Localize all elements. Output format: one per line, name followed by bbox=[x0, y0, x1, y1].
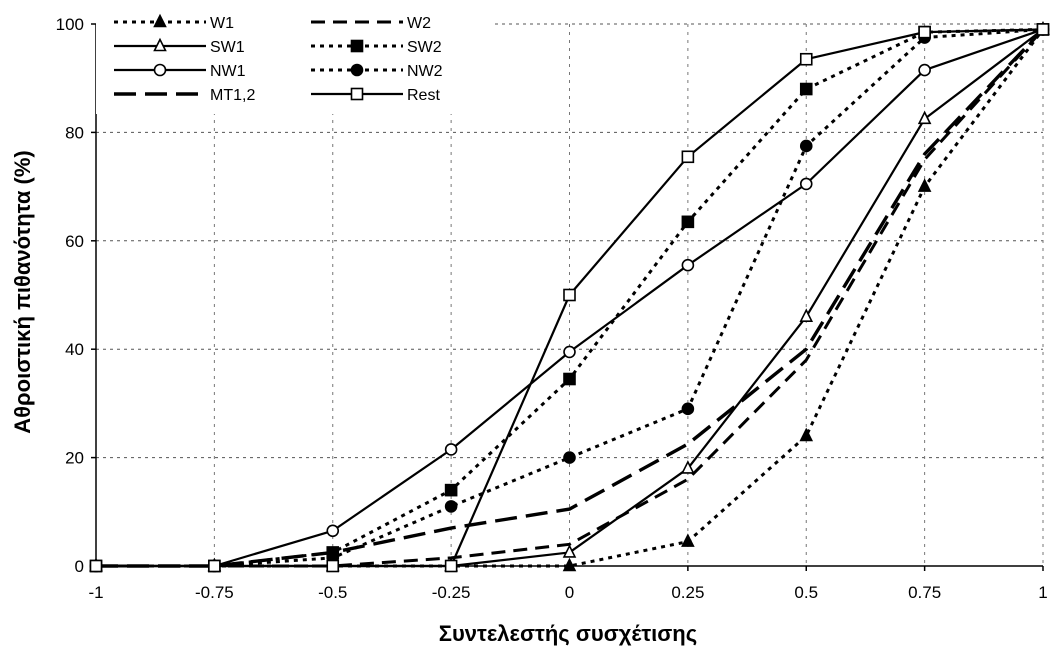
data-point bbox=[563, 288, 576, 302]
x-axis-title: Συντελεστής συσχέτισης bbox=[439, 621, 697, 646]
legend-label: NW2 bbox=[407, 63, 443, 80]
data-point bbox=[918, 25, 931, 39]
data-point bbox=[681, 533, 695, 547]
y-tick-label: 0 bbox=[75, 557, 84, 576]
legend-marker bbox=[350, 63, 364, 77]
data-point bbox=[799, 177, 813, 191]
data-point bbox=[562, 557, 577, 572]
legend-marker bbox=[350, 87, 364, 101]
legend-item: SW2 bbox=[311, 39, 442, 56]
legend-marker bbox=[350, 39, 364, 53]
x-tick-label: 0 bbox=[565, 583, 574, 602]
legend-label: SW2 bbox=[407, 39, 442, 56]
x-tick-label: -0.5 bbox=[318, 583, 347, 602]
series-rest bbox=[89, 23, 1050, 573]
data-point bbox=[681, 215, 695, 229]
data-point bbox=[799, 82, 813, 96]
x-tick-label: -1 bbox=[88, 583, 103, 602]
y-tick-label: 20 bbox=[65, 449, 84, 468]
y-tick-label: 60 bbox=[65, 232, 84, 251]
x-tick-label: -0.75 bbox=[195, 583, 234, 602]
y-axis-title: Αθροιστική πιθανότητα (%) bbox=[10, 150, 35, 434]
legend-marker bbox=[153, 37, 167, 52]
data-point bbox=[799, 139, 813, 153]
data-point bbox=[681, 460, 695, 474]
data-point bbox=[444, 483, 458, 497]
legend-label: Rest bbox=[407, 87, 440, 104]
data-point bbox=[208, 559, 221, 573]
legend-label: SW1 bbox=[210, 39, 245, 56]
legend-marker bbox=[153, 63, 167, 77]
data-point bbox=[563, 372, 576, 386]
series-line bbox=[96, 27, 1044, 568]
data-point bbox=[918, 63, 931, 77]
data-point bbox=[799, 308, 814, 322]
series-layer bbox=[89, 21, 1050, 573]
data-point bbox=[917, 110, 932, 125]
data-point bbox=[444, 559, 458, 573]
data-point bbox=[326, 524, 340, 538]
legend-item: Rest bbox=[311, 87, 440, 104]
series-line bbox=[96, 28, 1045, 568]
series-line bbox=[96, 28, 1045, 568]
data-point bbox=[562, 544, 577, 558]
legend-item: NW2 bbox=[311, 63, 443, 80]
data-point bbox=[799, 427, 814, 442]
legend-label: MT1,2 bbox=[210, 87, 255, 104]
legend: W1 W2 SW1 SW2 NW1 NW2 MT1,2 Rest bbox=[96, 6, 494, 114]
legend-label: W1 bbox=[210, 15, 234, 32]
data-point bbox=[563, 451, 576, 464]
legend-label: W2 bbox=[407, 15, 431, 32]
data-point bbox=[917, 178, 932, 192]
x-tick-label: 0.75 bbox=[908, 583, 941, 602]
legend-item: SW1 bbox=[114, 37, 245, 56]
y-tick-label: 40 bbox=[65, 340, 84, 359]
data-point bbox=[799, 52, 813, 66]
y-tick-label: 80 bbox=[65, 123, 84, 142]
legend-marker bbox=[153, 13, 167, 28]
data-point bbox=[681, 150, 695, 164]
data-point bbox=[681, 402, 695, 416]
y-tick-label: 100 bbox=[56, 15, 84, 34]
legend-item: W2 bbox=[311, 15, 431, 32]
x-tick-label: 0.25 bbox=[671, 583, 704, 602]
legend-item: MT1,2 bbox=[114, 87, 255, 104]
x-tick-label: 0.5 bbox=[794, 583, 818, 602]
data-point bbox=[681, 258, 695, 272]
data-point bbox=[89, 559, 103, 573]
legend-label: NW1 bbox=[210, 63, 246, 80]
axis-layer: 0 20 40 60 80 100 -1 -0.75 -0.5 -0.25 0 0.25 0.5 0.75… bbox=[56, 15, 1048, 602]
series-mt1-2 bbox=[96, 28, 1045, 568]
legend-item: NW1 bbox=[114, 63, 246, 80]
data-point bbox=[444, 500, 458, 513]
legend-item: W1 bbox=[114, 13, 234, 32]
x-tick-label: -0.25 bbox=[432, 583, 471, 602]
data-point bbox=[1036, 23, 1050, 36]
data-point bbox=[444, 443, 458, 456]
x-tick-label: 1 bbox=[1038, 583, 1047, 602]
data-point bbox=[326, 559, 340, 573]
data-point bbox=[563, 345, 576, 359]
